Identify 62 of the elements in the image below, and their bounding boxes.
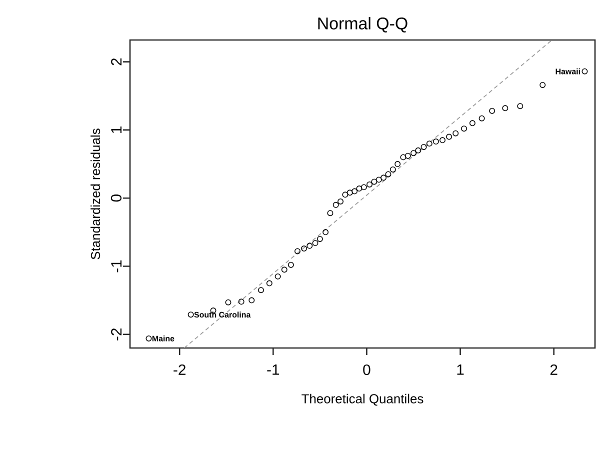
point — [301, 246, 308, 252]
point — [400, 154, 406, 160]
point — [352, 188, 358, 194]
chart-title: Normal Q-Q — [318, 17, 408, 32]
point — [294, 248, 300, 254]
point — [415, 147, 422, 154]
point — [238, 298, 244, 305]
point — [582, 68, 588, 74]
point — [452, 130, 459, 136]
point — [432, 138, 439, 145]
point — [371, 178, 378, 185]
point — [316, 236, 323, 242]
point — [394, 161, 401, 168]
point — [312, 240, 318, 246]
point — [258, 287, 264, 294]
y-tick-label: 0 — [110, 194, 122, 202]
point — [461, 126, 468, 132]
y-axis-title: Standardized residuals — [90, 128, 100, 260]
point — [306, 242, 313, 249]
y-tick-label: 1 — [111, 126, 122, 133]
x-tick-label: -2 — [174, 364, 186, 375]
point — [225, 299, 232, 306]
point — [540, 82, 546, 88]
point — [266, 280, 272, 286]
point — [489, 108, 496, 114]
point — [426, 140, 432, 147]
point — [404, 152, 411, 159]
point — [322, 229, 329, 236]
point — [346, 190, 353, 196]
point — [420, 144, 427, 150]
point — [440, 137, 446, 144]
x-axis-title: Theoretical Quantiles — [302, 394, 424, 406]
point — [274, 273, 281, 280]
x-tick-label: 2 — [550, 364, 558, 375]
point — [502, 105, 508, 112]
point — [146, 335, 152, 342]
x-tick-label: -1 — [267, 364, 280, 375]
x-tick-label: 1 — [457, 364, 464, 375]
point — [390, 166, 396, 172]
point — [281, 266, 288, 273]
point — [410, 150, 416, 156]
point — [446, 134, 452, 140]
y-tick-label: -2 — [111, 328, 122, 340]
point — [385, 171, 392, 178]
point — [478, 115, 485, 122]
point — [338, 198, 344, 204]
y-tick-label: 2 — [111, 58, 122, 66]
point — [342, 192, 348, 198]
point — [327, 210, 334, 216]
point — [366, 181, 373, 188]
point — [332, 202, 339, 208]
point — [356, 186, 362, 192]
y-tick-label: -1 — [111, 260, 122, 272]
point — [248, 297, 255, 304]
point — [188, 312, 194, 318]
point — [288, 262, 294, 268]
point — [380, 174, 387, 181]
x-tick-label: 0 — [363, 364, 370, 376]
point — [360, 184, 367, 190]
point — [376, 176, 382, 183]
point — [517, 103, 524, 110]
point — [469, 120, 476, 126]
